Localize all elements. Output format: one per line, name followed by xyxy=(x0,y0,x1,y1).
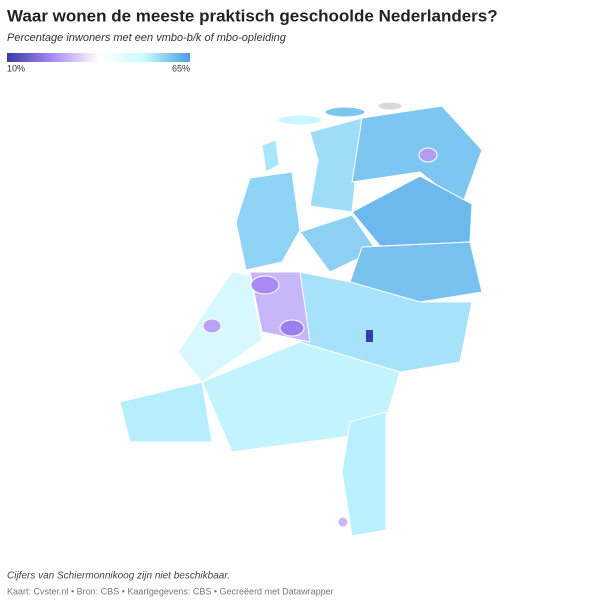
city xyxy=(250,275,280,295)
city xyxy=(366,330,373,342)
note: Cijfers van Schiermonnikoog zijn niet be… xyxy=(7,571,230,582)
texel xyxy=(261,139,280,173)
island xyxy=(277,114,323,126)
overijssel xyxy=(349,241,483,303)
friesland xyxy=(309,117,363,213)
island xyxy=(377,101,403,111)
city xyxy=(202,318,222,334)
city xyxy=(337,516,349,528)
city xyxy=(279,319,305,337)
title: Waar wonen de meeste praktisch geschoold… xyxy=(7,6,498,25)
noord-holland xyxy=(235,171,301,271)
subtitle: Percentage inwoners met een vmbo-b/k of … xyxy=(7,32,287,44)
legend-min: 10% xyxy=(7,63,25,73)
legend-bar xyxy=(7,53,190,62)
map xyxy=(119,101,483,537)
island xyxy=(324,106,366,118)
limburg xyxy=(341,411,387,537)
city xyxy=(418,147,438,163)
zeeland xyxy=(119,381,213,443)
drenthe xyxy=(351,175,473,247)
legend-max: 65% xyxy=(172,63,190,73)
credits: Kaart: Cvster.nl • Bron: CBS • Kaartgege… xyxy=(7,586,334,596)
